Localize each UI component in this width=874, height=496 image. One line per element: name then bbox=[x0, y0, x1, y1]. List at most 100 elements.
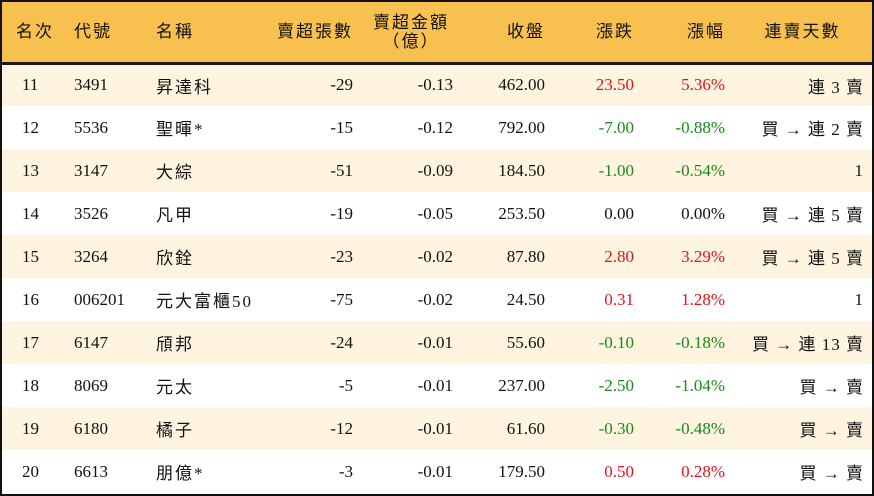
table-row: 11 3491 昇達科 -29 -0.13 462.00 23.50 5.36%… bbox=[2, 63, 872, 106]
cell-rank: 15 bbox=[22, 246, 39, 266]
cell-change: 0.31 bbox=[604, 289, 634, 309]
header-name: 名稱 bbox=[142, 2, 264, 65]
cell-streak: 買 → 連 2 賣 bbox=[761, 120, 864, 139]
cell-name: 昇達科 bbox=[156, 77, 213, 97]
cell-net-sell-amount: -0.09 bbox=[417, 160, 453, 180]
cell-net-sell-amount: -0.01 bbox=[417, 461, 453, 481]
table-row: 20 6613 朋億* -3 -0.01 179.50 0.50 0.28% 買… bbox=[2, 450, 872, 493]
cell-rank: 19 bbox=[22, 418, 39, 438]
cell-net-sell-amount: -0.01 bbox=[417, 418, 453, 438]
cell-code: 5536 bbox=[74, 117, 108, 137]
cell-code: 3526 bbox=[74, 203, 108, 223]
header-rank: 名次 bbox=[2, 2, 64, 65]
table-row: 16 006201 元大富櫃50 -75 -0.02 24.50 0.31 1.… bbox=[2, 278, 872, 321]
cell-rank: 18 bbox=[22, 375, 39, 395]
cell-change-pct: -1.04% bbox=[675, 375, 725, 395]
header-streak: 連賣天數 bbox=[733, 2, 872, 65]
cell-net-sell-lots: -5 bbox=[338, 375, 353, 395]
header-close: 收盤 bbox=[461, 2, 553, 65]
cell-rank: 11 bbox=[22, 75, 39, 95]
cell-close: 184.50 bbox=[498, 160, 545, 180]
cell-change: 2.80 bbox=[604, 246, 634, 266]
cell-code: 6147 bbox=[74, 332, 108, 352]
cell-change: 0.00 bbox=[604, 203, 634, 223]
cell-change: -0.10 bbox=[598, 332, 634, 352]
cell-net-sell-amount: -0.12 bbox=[417, 117, 453, 137]
cell-net-sell-lots: -75 bbox=[330, 289, 353, 309]
cell-change: -7.00 bbox=[598, 117, 634, 137]
cell-rank: 17 bbox=[22, 332, 39, 352]
header-net-sell-amount-title: 賣超金額 bbox=[373, 12, 449, 32]
cell-net-sell-amount: -0.05 bbox=[417, 203, 453, 223]
cell-change: -0.30 bbox=[598, 418, 634, 438]
cell-change: -1.00 bbox=[598, 160, 634, 180]
cell-change-pct: 0.28% bbox=[681, 461, 725, 481]
table-header-row: 名次 代號 名稱 賣超張數 賣超金額 （億） 收盤 漲跌 漲幅 連賣天數 bbox=[2, 2, 872, 65]
cell-change: -2.50 bbox=[598, 375, 634, 395]
table-row: 19 6180 橘子 -12 -0.01 61.60 -0.30 -0.48% … bbox=[2, 407, 872, 450]
header-change-pct: 漲幅 bbox=[642, 2, 733, 65]
cell-net-sell-lots: -15 bbox=[330, 117, 353, 137]
header-net-sell-amount: 賣超金額 （億） bbox=[361, 2, 461, 65]
cell-name: 元太 bbox=[156, 378, 194, 397]
cell-name: 元大富櫃50 bbox=[156, 292, 253, 311]
cell-code: 6180 bbox=[74, 418, 108, 438]
cell-close: 24.50 bbox=[506, 289, 545, 309]
cell-name: 聖暉* bbox=[156, 120, 205, 139]
cell-streak: 買 → 連 5 賣 bbox=[761, 206, 864, 225]
table-row: 18 8069 元太 -5 -0.01 237.00 -2.50 -1.04% … bbox=[2, 364, 872, 407]
cell-streak: 買 → 連 5 賣 bbox=[761, 249, 864, 268]
cell-change-pct: 0.00% bbox=[681, 203, 725, 223]
cell-net-sell-amount: -0.01 bbox=[417, 375, 453, 395]
cell-change-pct: -0.54% bbox=[675, 160, 725, 180]
cell-name: 橘子 bbox=[156, 421, 194, 440]
cell-streak: 買 → 連 13 賣 bbox=[752, 335, 864, 354]
cell-change-pct: 5.36% bbox=[681, 75, 725, 95]
cell-code: 3147 bbox=[74, 160, 108, 180]
cell-net-sell-lots: -51 bbox=[330, 160, 353, 180]
cell-net-sell-amount: -0.01 bbox=[417, 332, 453, 352]
cell-name: 朋億* bbox=[156, 464, 205, 483]
cell-code: 6613 bbox=[74, 461, 108, 481]
cell-code: 8069 bbox=[74, 375, 108, 395]
cell-close: 792.00 bbox=[498, 117, 545, 137]
cell-close: 55.60 bbox=[506, 332, 545, 352]
cell-change-pct: -0.88% bbox=[675, 117, 725, 137]
header-net-sell-amount-unit: （億） bbox=[382, 31, 440, 51]
cell-net-sell-lots: -3 bbox=[338, 461, 353, 481]
cell-close: 179.50 bbox=[498, 461, 545, 481]
cell-change: 0.50 bbox=[604, 461, 634, 481]
cell-change: 23.50 bbox=[595, 75, 634, 95]
cell-streak: 買 → 賣 bbox=[799, 421, 864, 440]
table-row: 15 3264 欣銓 -23 -0.02 87.80 2.80 3.29% 買 … bbox=[2, 235, 872, 278]
cell-rank: 14 bbox=[22, 203, 39, 223]
cell-net-sell-amount: -0.13 bbox=[417, 75, 453, 95]
cell-code: 006201 bbox=[74, 289, 125, 309]
cell-code: 3491 bbox=[74, 75, 108, 95]
cell-streak: 連 3 賣 bbox=[808, 77, 864, 97]
header-net-sell-lots: 賣超張數 bbox=[264, 2, 361, 65]
cell-rank: 13 bbox=[22, 160, 39, 180]
cell-close: 462.00 bbox=[498, 75, 545, 95]
cell-name: 大綜 bbox=[156, 163, 194, 182]
cell-name: 凡甲 bbox=[156, 206, 194, 225]
cell-close: 61.60 bbox=[506, 418, 545, 438]
cell-net-sell-amount: -0.02 bbox=[417, 289, 453, 309]
cell-rank: 16 bbox=[22, 289, 39, 309]
cell-close: 253.50 bbox=[498, 203, 545, 223]
cell-change-pct: -0.48% bbox=[675, 418, 725, 438]
cell-net-sell-lots: -12 bbox=[330, 418, 353, 438]
table-row: 14 3526 凡甲 -19 -0.05 253.50 0.00 0.00% 買… bbox=[2, 192, 872, 235]
table-row: 12 5536 聖暉* -15 -0.12 792.00 -7.00 -0.88… bbox=[2, 106, 872, 149]
cell-streak: 1 bbox=[854, 160, 864, 180]
cell-name: 頎邦 bbox=[156, 335, 194, 354]
cell-streak: 買 → 賣 bbox=[799, 378, 864, 397]
header-change: 漲跌 bbox=[553, 2, 642, 65]
cell-close: 87.80 bbox=[506, 246, 545, 266]
cell-code: 3264 bbox=[74, 246, 108, 266]
cell-net-sell-lots: -29 bbox=[330, 75, 353, 95]
table-row: 13 3147 大綜 -51 -0.09 184.50 -1.00 -0.54%… bbox=[2, 149, 872, 192]
cell-change-pct: -0.18% bbox=[675, 332, 725, 352]
